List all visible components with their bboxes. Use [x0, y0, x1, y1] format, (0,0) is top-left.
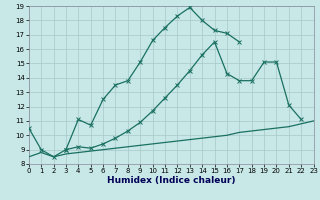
X-axis label: Humidex (Indice chaleur): Humidex (Indice chaleur) — [107, 176, 236, 185]
